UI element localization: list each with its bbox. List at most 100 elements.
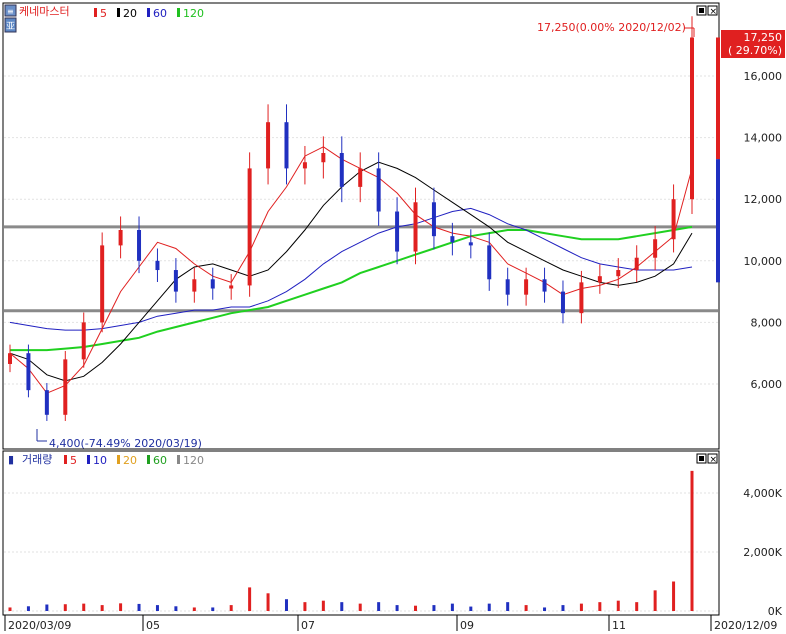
candle-body xyxy=(284,122,289,169)
candles xyxy=(8,16,720,421)
volume-bar xyxy=(192,607,196,611)
close-icon-glyph: × xyxy=(710,7,718,17)
low-annotation: 4,400(-74.49% 2020/03/19) xyxy=(49,437,202,450)
legend-swatch-120 xyxy=(177,8,180,17)
candle-body xyxy=(431,202,436,237)
volume-close-icon[interactable] xyxy=(707,453,718,464)
chart-menu-icon[interactable] xyxy=(4,4,17,17)
volume-bar xyxy=(321,600,325,611)
moving-averages xyxy=(9,146,693,394)
side-tab-glyph: 亚 xyxy=(6,21,15,32)
volume-bar xyxy=(690,470,694,611)
candle-body xyxy=(8,353,12,364)
legend-label-120: 120 xyxy=(183,7,204,20)
candle-body xyxy=(100,245,105,323)
x-tick-label: 2020/03/09 xyxy=(8,619,71,632)
axes: 6,000 8,000 10,000 12,000 14,000 16,000 0K 2,00… xyxy=(4,70,783,632)
candle-body xyxy=(395,211,400,252)
volume-bar xyxy=(377,602,381,611)
volume-bar xyxy=(469,606,473,611)
volume-bar xyxy=(616,600,620,611)
price-tick-label: 8,000 xyxy=(751,316,783,329)
candle-body xyxy=(266,122,271,169)
last-price: 17,250 xyxy=(744,31,783,44)
candle-body xyxy=(616,270,621,277)
candle-body xyxy=(26,353,31,391)
candle-body xyxy=(468,242,473,246)
candle-body xyxy=(671,199,676,240)
close-icon[interactable] xyxy=(707,5,718,16)
candle-body xyxy=(560,291,565,314)
last-price-badge xyxy=(721,30,785,58)
candle-body xyxy=(413,202,418,252)
candle-body xyxy=(653,239,658,258)
x-tick-label: 05 xyxy=(146,619,160,632)
high-annotation: 17,250(0.00% 2020/12/02) xyxy=(537,21,686,34)
volume-bar xyxy=(8,607,12,611)
candle-body xyxy=(487,245,492,280)
volume-tick-label: 4,000K xyxy=(743,487,782,500)
volume-bar xyxy=(303,602,307,611)
candle-body xyxy=(173,270,178,292)
volume-bar xyxy=(266,593,270,611)
candle-body xyxy=(597,276,602,283)
volume-bar xyxy=(26,606,30,611)
volume-bar xyxy=(100,605,104,611)
volume-bar xyxy=(635,602,639,611)
volume-bar xyxy=(487,603,491,611)
volume-bar xyxy=(340,602,344,611)
vol-legend-label-60: 60 xyxy=(153,454,167,467)
volume-bar xyxy=(653,590,657,611)
candle-body xyxy=(210,279,215,289)
candle-body xyxy=(118,230,123,246)
volume-bar xyxy=(137,603,141,611)
legend-label-20: 20 xyxy=(123,7,137,20)
price-tick-label: 16,000 xyxy=(744,70,783,83)
legend-swatch-60 xyxy=(147,8,150,17)
side-tab-icon[interactable] xyxy=(4,17,17,33)
volume-header-bg xyxy=(5,454,14,464)
volume-bar xyxy=(82,603,86,611)
candle-body xyxy=(505,279,510,295)
horizontal-lines xyxy=(4,225,718,313)
x-tick-label: 09 xyxy=(460,619,474,632)
candle-body xyxy=(524,279,529,295)
ma5-line xyxy=(9,146,693,394)
volume-close-icon-glyph: × xyxy=(710,455,718,465)
volume-bar xyxy=(63,604,67,611)
volume-bar xyxy=(358,603,362,611)
volume-bar xyxy=(45,604,49,611)
volume-maximize-icon-inner xyxy=(699,456,704,461)
vol-legend-label-5: 5 xyxy=(70,454,77,467)
legend-label-60: 60 xyxy=(153,7,167,20)
candle-body xyxy=(63,359,68,415)
vol-legend-label-20: 20 xyxy=(123,454,137,467)
volume-title: 거래량 xyxy=(22,453,52,466)
legend-swatch-5 xyxy=(94,8,97,17)
volume-bar xyxy=(598,602,602,611)
x-tick-label: 07 xyxy=(301,619,315,632)
range-bar-up xyxy=(716,37,720,160)
candle-body xyxy=(137,230,142,261)
volume-bar xyxy=(395,605,399,611)
candle-body xyxy=(44,390,49,415)
vol-legend-swatch-10 xyxy=(87,455,90,464)
volume-bar xyxy=(284,599,288,611)
vol-legend-swatch-5 xyxy=(64,455,67,464)
candle-body xyxy=(192,279,197,292)
legend-swatch-20 xyxy=(117,8,120,17)
candle-body xyxy=(376,168,381,212)
ma60-line xyxy=(9,207,693,331)
volume-bar xyxy=(450,603,454,611)
vol-legend-label-120: 120 xyxy=(183,454,204,467)
volume-tick-label: 2,000K xyxy=(743,546,782,559)
price-tick-label: 12,000 xyxy=(744,193,783,206)
last-change: ( 29.70%) xyxy=(728,44,782,57)
volume-bar xyxy=(248,587,252,611)
vol-legend-swatch-20 xyxy=(117,455,120,464)
candle-body xyxy=(634,257,639,271)
ma20-line xyxy=(9,161,693,382)
price-tick-label: 14,000 xyxy=(744,132,783,145)
candle-body xyxy=(339,153,344,187)
